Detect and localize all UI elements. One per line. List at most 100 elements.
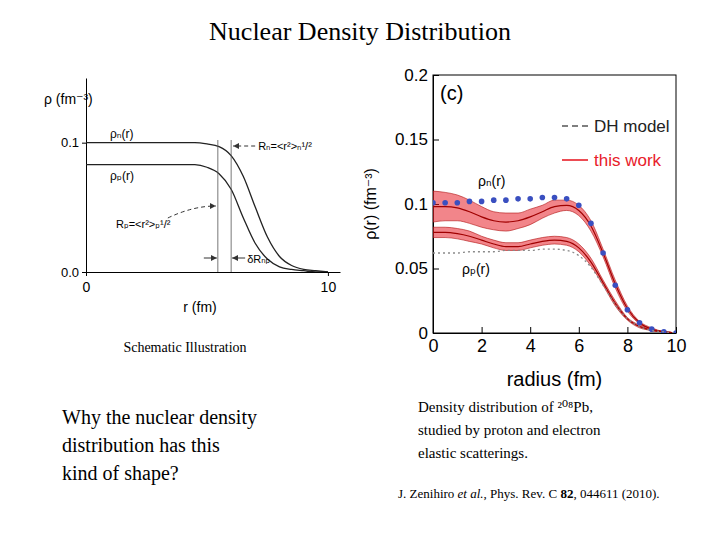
arrow bbox=[168, 206, 216, 218]
data-point bbox=[661, 329, 667, 333]
citation-part: 82 bbox=[560, 486, 573, 501]
data-point bbox=[564, 196, 570, 202]
data-point bbox=[433, 200, 436, 206]
density-line bbox=[433, 232, 676, 333]
radius-label: Rₙ=<r²>ₙ¹/² bbox=[258, 140, 312, 152]
data-point bbox=[637, 320, 643, 326]
tick-mark bbox=[482, 327, 483, 333]
data-point bbox=[540, 195, 546, 201]
tick-label: 10 bbox=[666, 336, 686, 356]
tick-mark bbox=[328, 272, 329, 276]
citation: J. Zenihiro et al., Phys. Rev. C 82, 044… bbox=[398, 486, 660, 501]
density-line bbox=[86, 165, 328, 272]
tick-label: 2 bbox=[477, 336, 487, 356]
panel-label: (c) bbox=[440, 82, 463, 104]
tick-mark bbox=[433, 140, 439, 141]
density-line bbox=[433, 249, 676, 333]
tick: 4 bbox=[526, 327, 536, 356]
slide-title: Nuclear Density Distribution bbox=[209, 17, 511, 46]
tick-label: 10 bbox=[321, 279, 337, 295]
data-point bbox=[527, 196, 533, 202]
tick-label: 0 bbox=[83, 279, 91, 295]
tick: 6 bbox=[574, 327, 584, 356]
axis-line bbox=[87, 272, 341, 273]
tick-label: 0.2 bbox=[404, 66, 428, 85]
radius-label: Rₚ=<r²>ₚ¹/² bbox=[116, 218, 171, 230]
density-line bbox=[433, 205, 676, 333]
legend-label: this work bbox=[594, 151, 662, 170]
data-point bbox=[552, 195, 558, 201]
legend: DH model this work bbox=[562, 117, 670, 170]
tick-mark bbox=[82, 272, 86, 273]
data-point bbox=[467, 199, 473, 205]
density-line bbox=[86, 143, 328, 272]
citation-part: , Phys. Rev. C bbox=[484, 486, 561, 501]
tick-label: 0.0 bbox=[61, 265, 79, 280]
plot-area bbox=[86, 143, 328, 272]
x-axis-title: r (fm) bbox=[183, 299, 216, 315]
density-chart: 00.050.10.150.20246810ρ(r) (fm⁻³)radius … bbox=[362, 66, 687, 390]
radius-line bbox=[217, 140, 218, 272]
tick-mark bbox=[627, 327, 628, 333]
tick-mark bbox=[676, 327, 677, 333]
tick: 0.0 bbox=[61, 265, 86, 280]
y-axis: 00.050.10.150.2 bbox=[395, 66, 439, 343]
x-axis: 0 2 4 6 8 10 bbox=[428, 327, 686, 356]
y-axis: 0.0 0.1 bbox=[61, 79, 87, 280]
tick-label: 4 bbox=[526, 336, 536, 356]
error-band bbox=[433, 191, 676, 333]
data-point bbox=[455, 200, 461, 206]
question-line: kind of shape? bbox=[62, 462, 179, 485]
difference-label: δRₙₚ bbox=[247, 253, 270, 265]
axis-line bbox=[86, 79, 87, 273]
tick: 0 bbox=[83, 272, 91, 295]
citation-part: et al. bbox=[458, 486, 484, 501]
series-label: ρₚ(r) bbox=[462, 261, 490, 277]
tick: 2 bbox=[477, 327, 487, 356]
tick-mark bbox=[433, 75, 439, 76]
caption-line: elastic scatterings. bbox=[418, 445, 528, 461]
citation-part: J. Zenihiro bbox=[398, 486, 458, 501]
data-point bbox=[479, 199, 485, 205]
tick-label: 0 bbox=[419, 324, 428, 343]
data-point bbox=[515, 196, 521, 202]
y-axis-title: ρ(r) (fm⁻³) bbox=[362, 168, 379, 240]
data-point bbox=[576, 202, 582, 208]
slide: Nuclear Density Distribution Why the nucl… bbox=[0, 0, 720, 540]
tick-label: 0.1 bbox=[61, 135, 79, 150]
error-band bbox=[433, 227, 676, 333]
data-point bbox=[491, 197, 497, 203]
data-point bbox=[503, 197, 509, 203]
arrow bbox=[232, 258, 245, 259]
series-label: ρₚ(r) bbox=[110, 169, 134, 183]
data-point bbox=[612, 282, 618, 288]
tick-mark bbox=[86, 272, 87, 276]
question-line: Why the nuclear density bbox=[62, 406, 257, 429]
tick-mark bbox=[433, 269, 439, 270]
y-axis-title: ρ (fm⁻³) bbox=[44, 91, 93, 107]
legend-label: DH model bbox=[594, 117, 670, 136]
plot-frame bbox=[433, 75, 676, 333]
caption: Schematic Illustration bbox=[123, 340, 246, 355]
tick: 0 bbox=[428, 327, 438, 356]
x-axis: 0 10 bbox=[83, 272, 341, 295]
arrow bbox=[204, 258, 217, 259]
data-point bbox=[625, 307, 631, 313]
radius-line bbox=[231, 140, 232, 272]
arrow bbox=[233, 146, 255, 147]
axis-line bbox=[434, 333, 677, 334]
tick: 0.15 bbox=[395, 130, 439, 149]
tick-mark bbox=[82, 143, 86, 144]
tick-mark bbox=[579, 327, 580, 333]
data-point bbox=[588, 221, 594, 227]
tick: 0.1 bbox=[61, 135, 86, 150]
caption-line: studied by proton and electron bbox=[418, 422, 601, 438]
tick-mark bbox=[530, 327, 531, 333]
schematic-chart: 0.00.1010ρ (fm⁻³)r (fm)ρₙ(r)ρₚ(r)Rₙ=<r²>… bbox=[44, 79, 341, 316]
question-line: distribution has this bbox=[62, 434, 220, 456]
tick: 0.2 bbox=[404, 66, 439, 85]
legend-symbol bbox=[562, 159, 588, 161]
tick: 8 bbox=[623, 327, 633, 356]
tick-label: 8 bbox=[623, 336, 633, 356]
tick: 0.05 bbox=[395, 259, 439, 278]
